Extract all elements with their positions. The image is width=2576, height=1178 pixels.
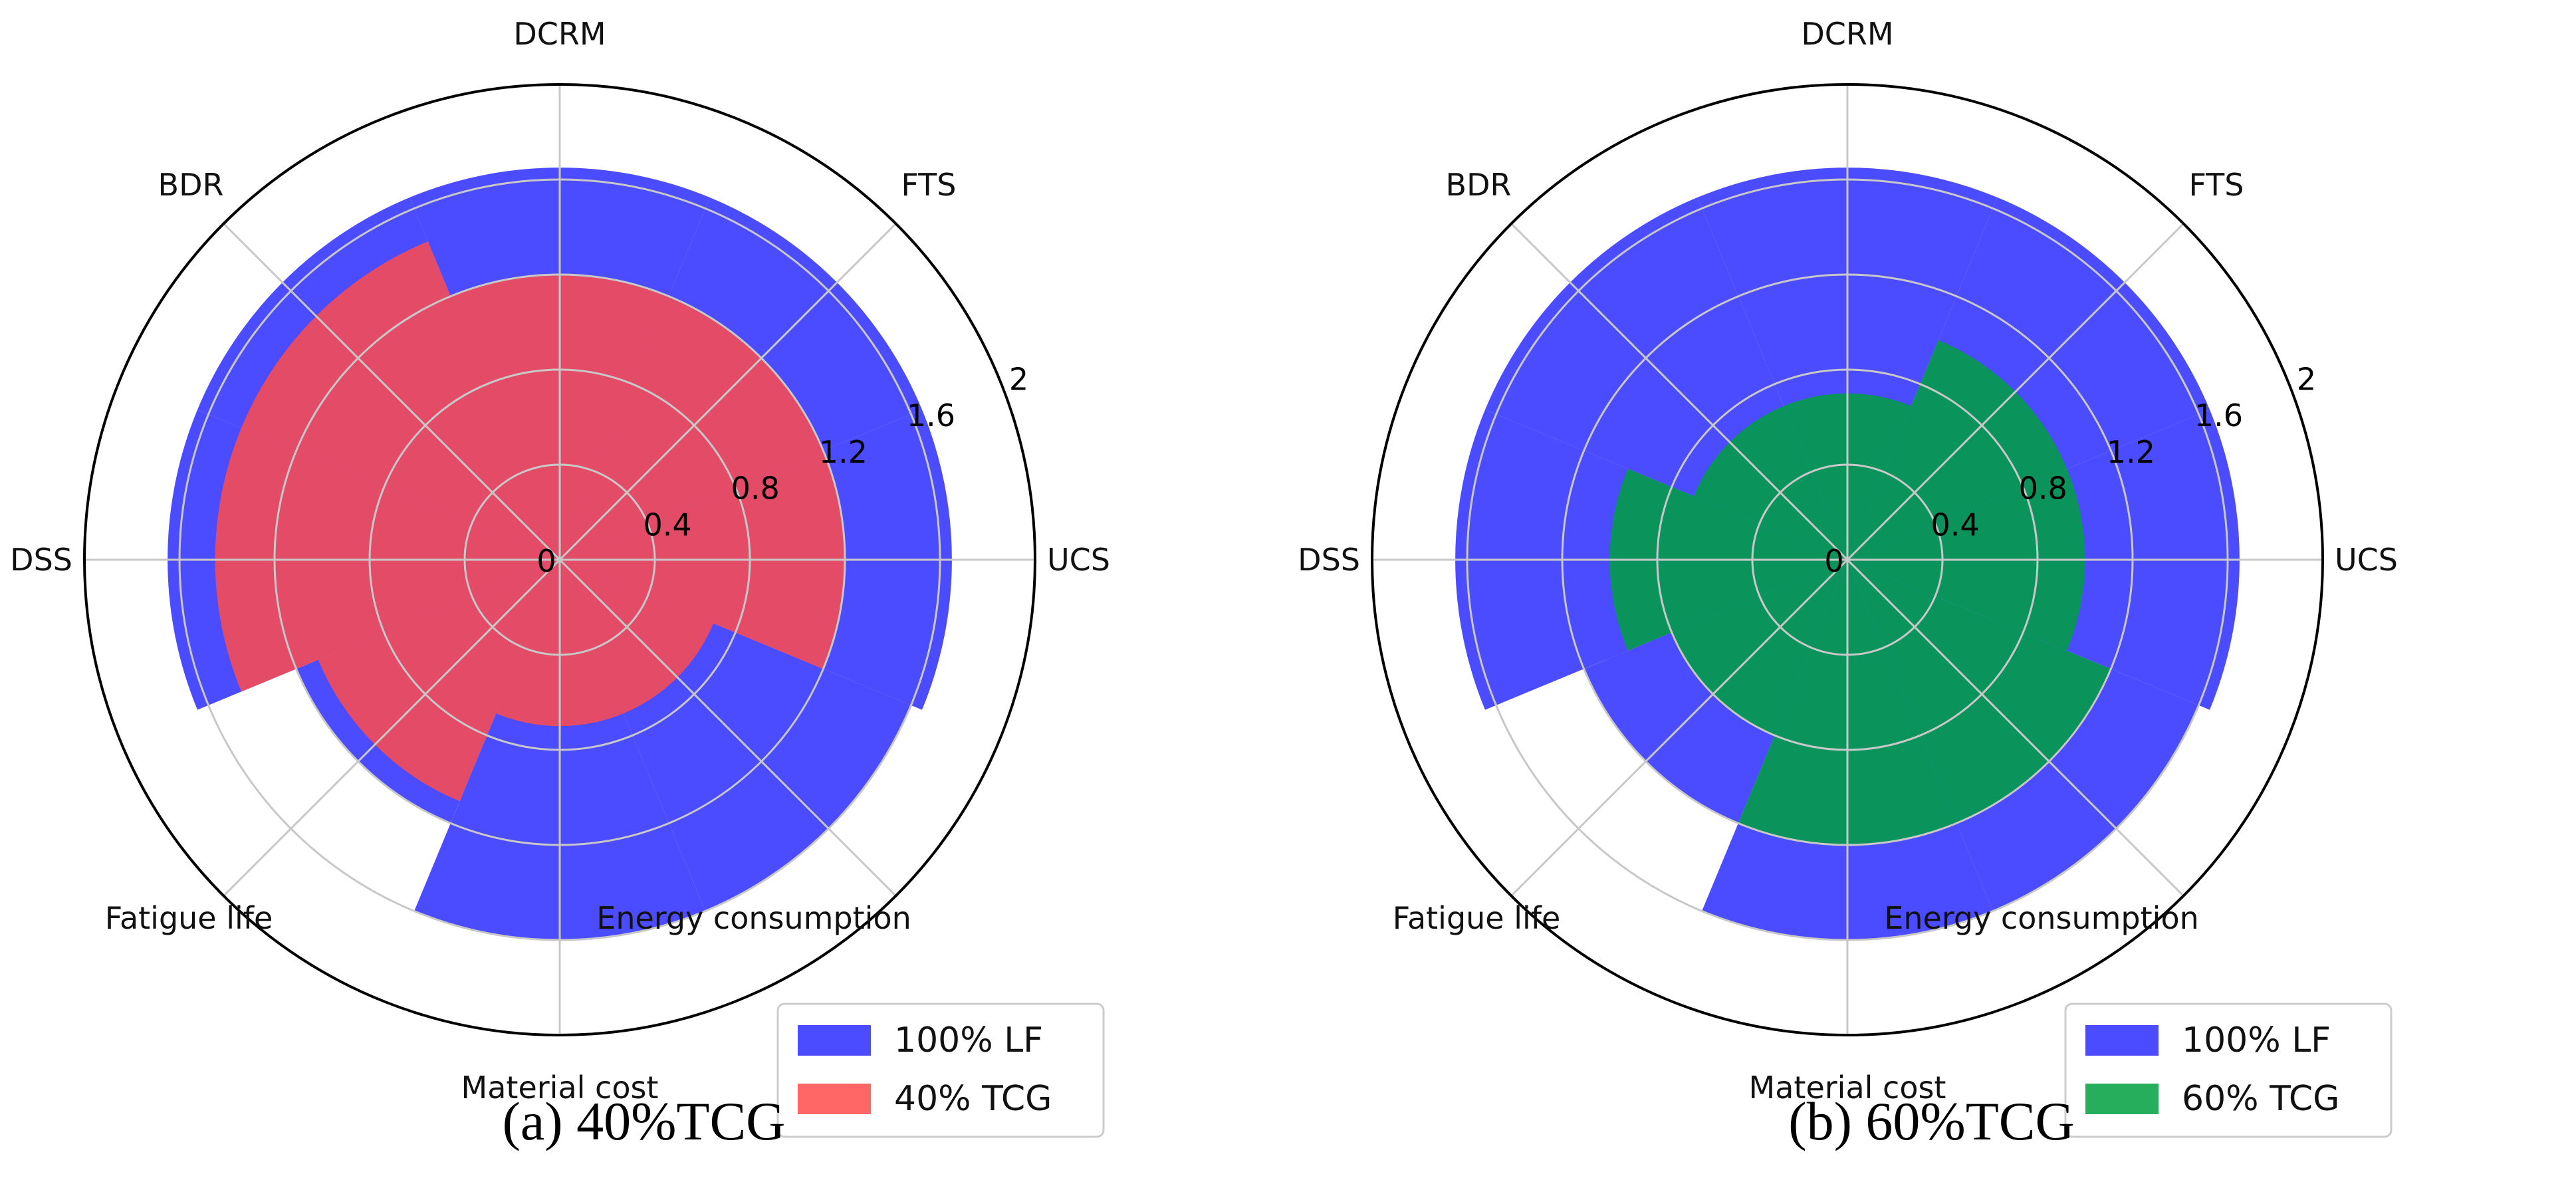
grid-spoke: [558, 223, 897, 561]
polar-chart-b: 0 0.4 0.8 1.2 1.6 2 UCS FTS DCRM BDR DSS Fatigue li…: [1298, 16, 2398, 1138]
category-label-energy-consumption: Energy consumption: [1884, 900, 2199, 936]
grid-spoke: [223, 223, 561, 561]
category-label-material-cost: Material cost: [1749, 1070, 1946, 1106]
tick-label: 1.2: [2107, 434, 2155, 470]
legend-label: 100% LF: [2182, 1020, 2331, 1060]
legend-label: 60% TCG: [2182, 1079, 2339, 1119]
caption-b: (b) 60%TCG: [1788, 1091, 2075, 1151]
grid: [84, 84, 1035, 1035]
category-label-dss: DSS: [1298, 542, 1360, 578]
grid-spoke: [1510, 558, 1849, 897]
category-label-fatigue-life: Fatigue life: [105, 900, 273, 936]
category-label-bdr: BDR: [158, 167, 224, 203]
tick-label: 0.4: [644, 507, 692, 542]
category-label-energy-consumption: Energy consumption: [596, 900, 911, 936]
category-labels: UCS FTS DCRM BDR DSS Fatigue life Material cos…: [10, 16, 1110, 1106]
tick-label: 0: [536, 543, 556, 579]
legend-swatch: [798, 1084, 871, 1114]
category-labels: UCS FTS DCRM BDR DSS Fatigue life Material cos…: [1298, 16, 2398, 1106]
polar-frame: [83, 83, 1036, 1036]
panel-a: 0 0.4 0.8 1.2 1.6 2 UCS FTS DCRM BDR DSS Fatigue li…: [10, 16, 1110, 1151]
category-label-bdr: BDR: [1446, 167, 1512, 203]
tick-label: 2: [2297, 361, 2316, 397]
legend: 100% LF 60% TCG: [2064, 1002, 2393, 1138]
legend-swatch: [2085, 1025, 2159, 1056]
legend-swatch: [798, 1025, 871, 1056]
grid-spoke: [1510, 223, 1849, 561]
tick-label: 1.2: [819, 434, 868, 470]
category-label-material-cost: Material cost: [461, 1070, 659, 1106]
grid-spoke: [223, 558, 561, 897]
grid-spoke: [1846, 558, 2184, 897]
category-label-dcrm: DCRM: [1801, 16, 1893, 52]
polar-chart-a: 0 0.4 0.8 1.2 1.6 2 UCS FTS DCRM BDR DSS Fatigue li…: [10, 16, 1110, 1138]
legend-swatch: [2085, 1084, 2159, 1114]
category-label-ucs: UCS: [2335, 542, 2398, 578]
radial-ticks: 0 0.4 0.8 1.2 1.6 2: [536, 361, 1028, 579]
grid-spoke: [558, 558, 897, 897]
grid-spoke: [1846, 223, 2184, 561]
tick-label: 0.8: [2019, 471, 2067, 507]
legend-label: 40% TCG: [894, 1079, 1052, 1119]
category-label-fts: FTS: [2189, 167, 2244, 203]
tick-label: 1.6: [907, 398, 955, 433]
panel-b: 0 0.4 0.8 1.2 1.6 2 UCS FTS DCRM BDR DSS Fatigue li…: [1288, 0, 2575, 1178]
legend-label: 100% LF: [894, 1020, 1043, 1060]
radial-ticks: 0 0.4 0.8 1.2 1.6 2: [1824, 361, 2316, 579]
category-label-fatigue-life: Fatigue life: [1393, 900, 1561, 936]
category-label-dcrm: DCRM: [513, 16, 606, 52]
category-label-ucs: UCS: [1047, 542, 1110, 578]
tick-label: 0.4: [1931, 507, 1980, 542]
tick-label: 0: [1824, 543, 1843, 579]
caption-a: (a) 40%TCG: [502, 1091, 786, 1151]
tick-label: 2: [1009, 361, 1028, 397]
category-label-dss: DSS: [10, 542, 72, 578]
tick-label: 0.8: [731, 471, 780, 507]
legend: 100% LF 40% TCG: [776, 1002, 1105, 1138]
category-label-fts: FTS: [901, 167, 957, 203]
tick-label: 1.6: [2194, 398, 2243, 433]
grid: [1372, 84, 2323, 1035]
polar-frame: [1371, 83, 2324, 1036]
